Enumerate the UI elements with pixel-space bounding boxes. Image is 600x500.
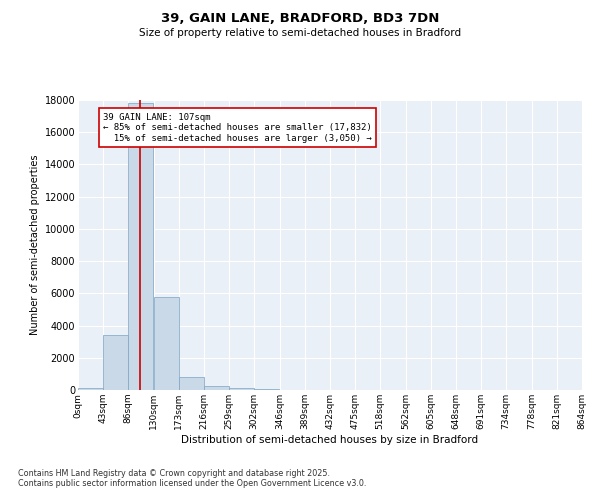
Text: 39 GAIN LANE: 107sqm
← 85% of semi-detached houses are smaller (17,832)
  15% of: 39 GAIN LANE: 107sqm ← 85% of semi-detac… [103, 113, 372, 142]
Text: Size of property relative to semi-detached houses in Bradford: Size of property relative to semi-detach… [139, 28, 461, 38]
Text: Contains public sector information licensed under the Open Government Licence v3: Contains public sector information licen… [18, 478, 367, 488]
Bar [204, 386, 229, 390]
Bar [254, 389, 279, 390]
Bar [154, 296, 179, 390]
Bar [103, 335, 128, 390]
X-axis label: Distribution of semi-detached houses by size in Bradford: Distribution of semi-detached houses by … [181, 434, 479, 444]
Y-axis label: Number of semi-detached properties: Number of semi-detached properties [31, 155, 40, 336]
Bar [229, 388, 254, 390]
Bar [179, 377, 204, 390]
Text: Contains HM Land Registry data © Crown copyright and database right 2025.: Contains HM Land Registry data © Crown c… [18, 468, 330, 477]
Text: 39, GAIN LANE, BRADFORD, BD3 7DN: 39, GAIN LANE, BRADFORD, BD3 7DN [161, 12, 439, 26]
Bar [128, 102, 153, 390]
Bar [78, 388, 103, 390]
